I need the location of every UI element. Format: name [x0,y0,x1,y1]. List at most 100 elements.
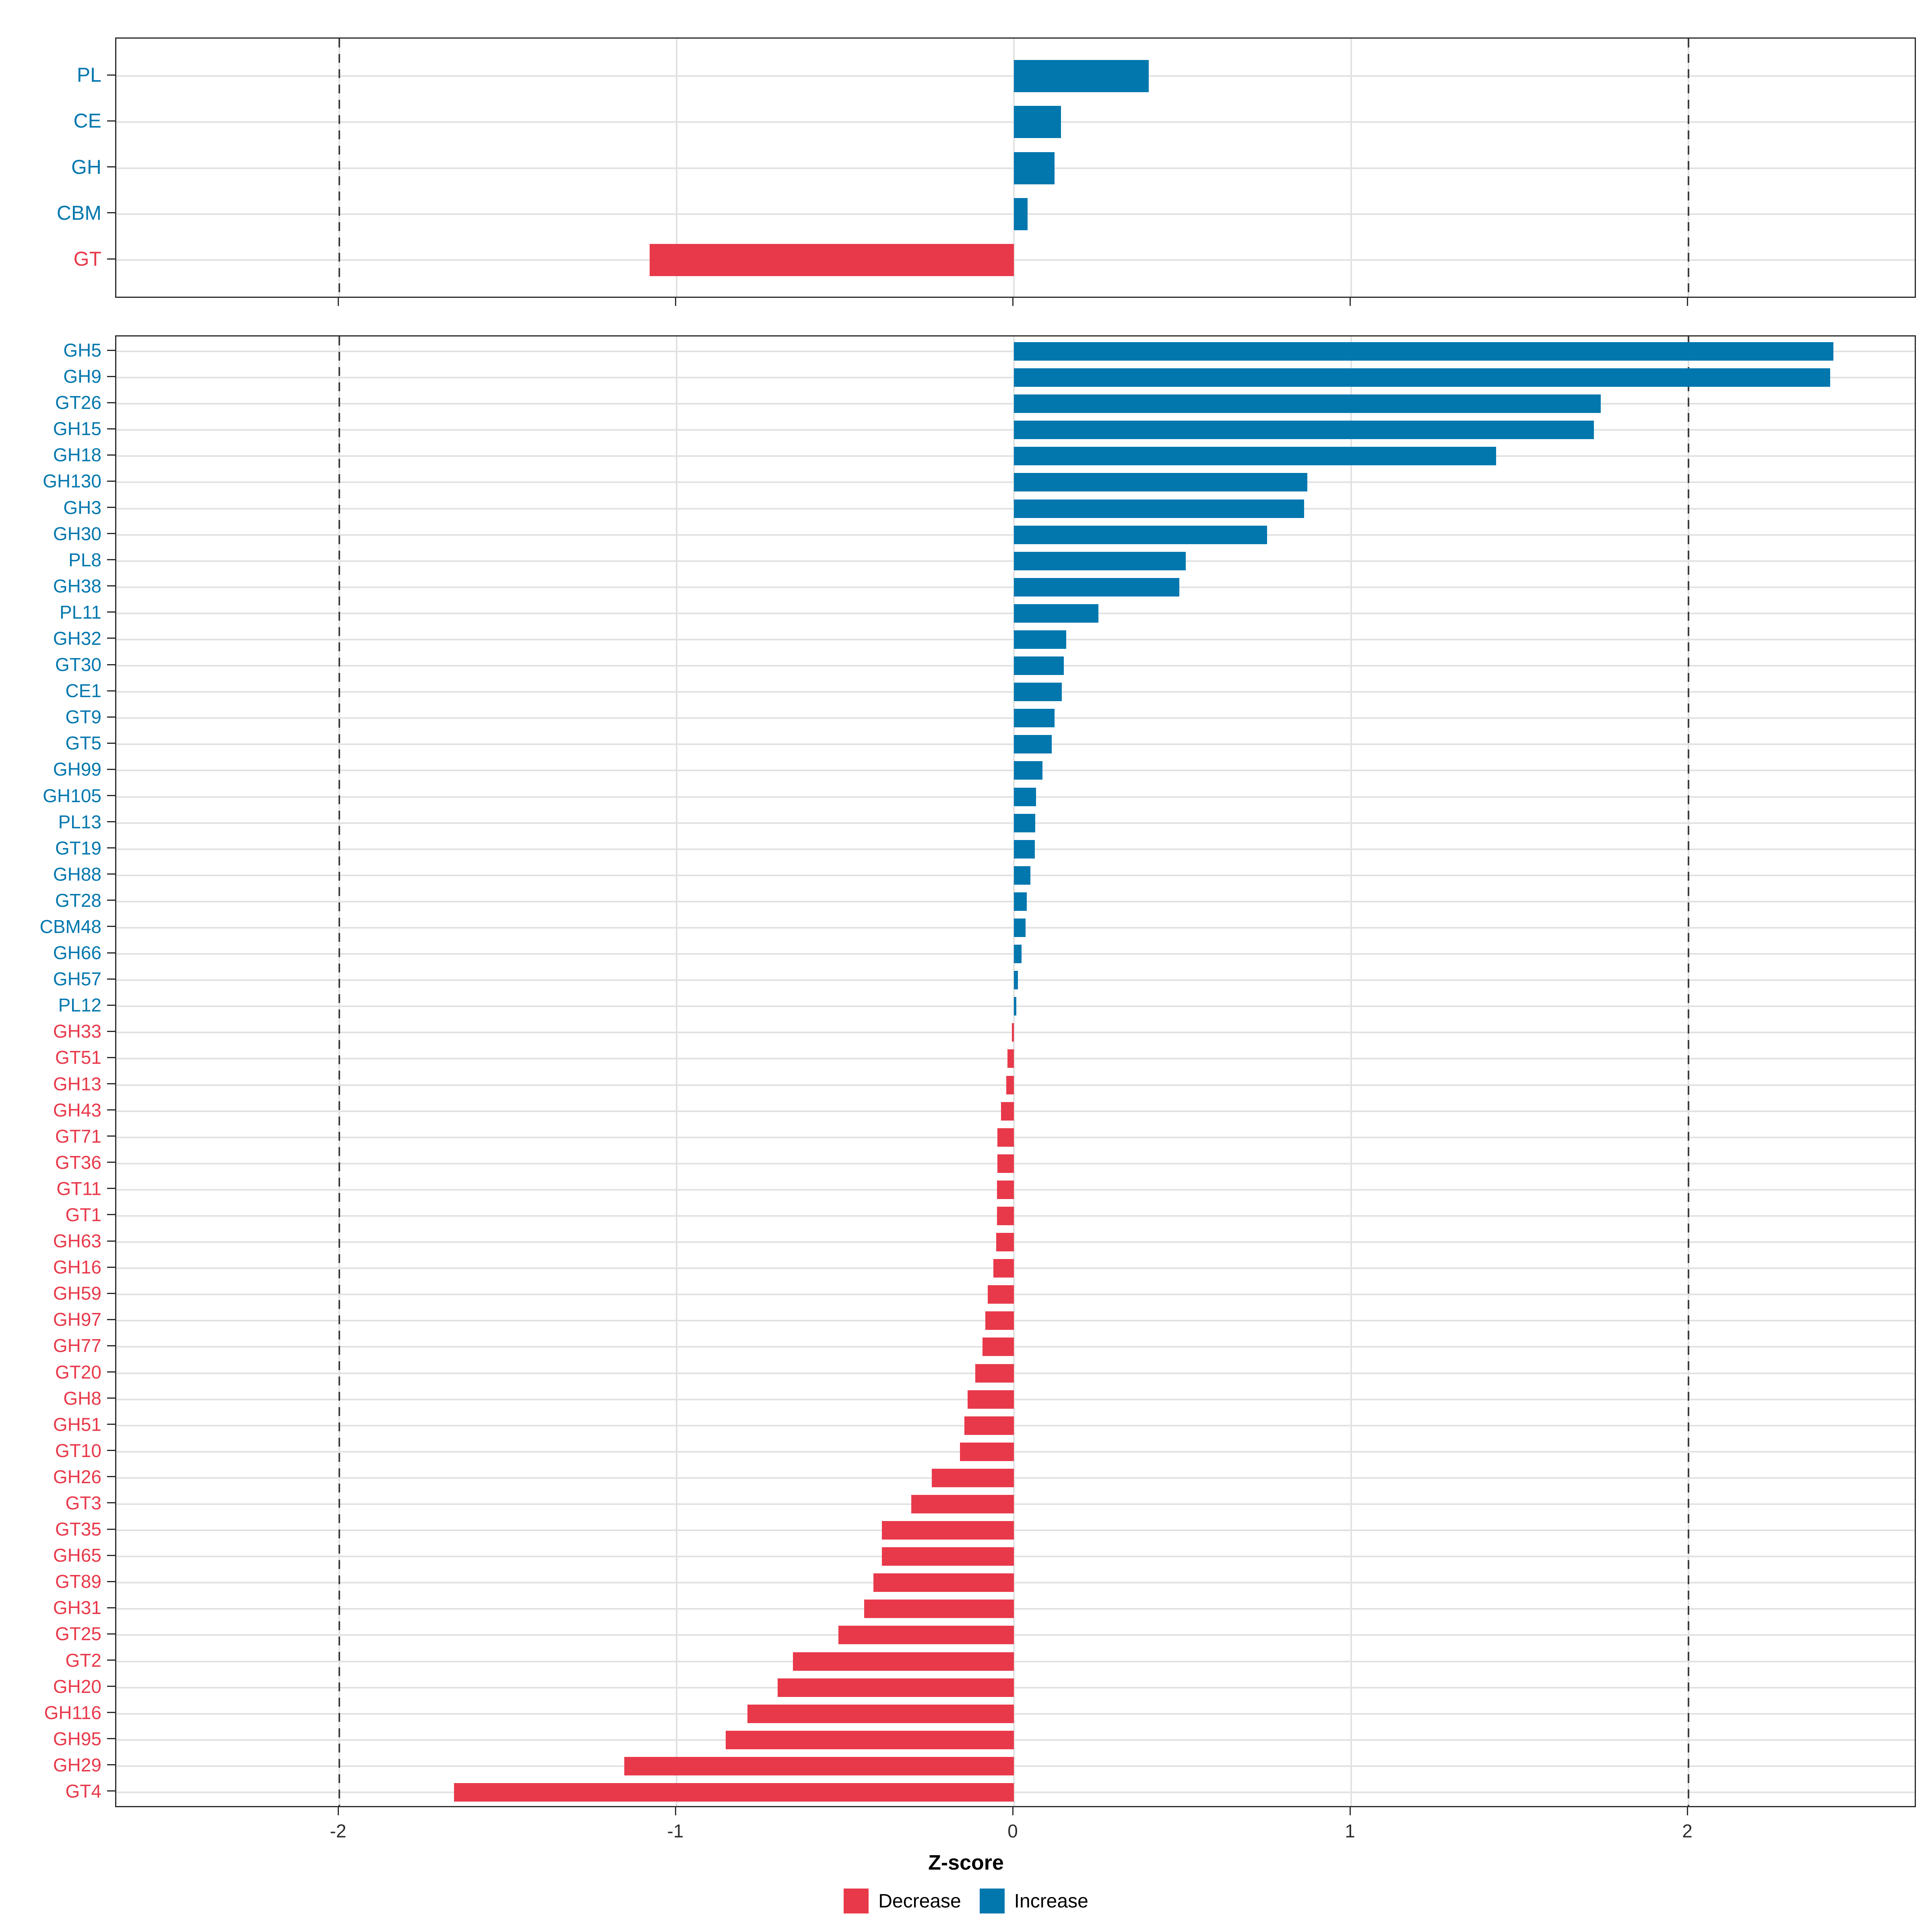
y-tick-label-GT11: GT11 [56,1178,101,1199]
y-gridline [116,1530,1915,1532]
y-tick-label-GH: GH [71,155,101,178]
y-tick-label-GH99: GH99 [53,759,101,780]
legend-item-decrease: Decrease [844,1889,961,1913]
legend-label: Increase [1014,1890,1088,1912]
bar-GH97 [985,1311,1014,1330]
y-tick-mark [107,1030,115,1032]
x-gridline [1350,336,1352,1806]
y-tick-mark [107,1345,115,1346]
legend-item-increase: Increase [979,1889,1088,1913]
x-gridline [676,336,677,1806]
legend-label: Decrease [878,1890,961,1912]
y-gridline [116,1765,1915,1767]
bar-GT71 [997,1128,1014,1147]
bar-GH26 [932,1468,1014,1487]
bar-GT25 [838,1626,1014,1645]
y-gridline [116,1477,1915,1479]
legend-color-chip [844,1889,869,1913]
bar-GH99 [1014,761,1043,780]
y-tick-label-GH97: GH97 [53,1309,101,1330]
x-tick-mark [1012,1807,1013,1815]
y-tick-label-CE: CE [73,109,101,132]
y-tick-mark [107,638,115,639]
bar-GH31 [864,1600,1014,1618]
bar-CE1 [1014,683,1062,702]
y-tick-label-GH95: GH95 [53,1728,101,1749]
bar-CE [1014,106,1061,138]
y-tick-mark [107,690,115,691]
bar-GH5 [1014,342,1834,361]
y-gridline [116,1582,1915,1584]
y-tick-label-CBM48: CBM48 [39,916,101,937]
y-gridline [116,1503,1915,1505]
y-tick-mark [107,1214,115,1216]
x-tick-mark [1686,1807,1688,1815]
y-tick-label-GT: GT [73,248,101,270]
bar-GH15 [1014,421,1594,440]
bar-GT26 [1014,394,1601,413]
bar-GH8 [968,1390,1014,1409]
y-gridline [116,1451,1915,1453]
y-tick-label-GT1: GT1 [65,1204,101,1225]
y-tick-mark [107,1397,115,1399]
bar-GH51 [964,1416,1014,1435]
y-tick-label-GH20: GH20 [53,1676,101,1697]
bar-GT35 [881,1521,1014,1540]
x-tick-mark [1349,298,1351,306]
y-tick-label-GT25: GT25 [55,1623,101,1645]
y-tick-label-GH8: GH8 [63,1387,101,1409]
y-tick-label-PL: PL [76,64,101,86]
y-gridline [116,1372,1915,1374]
x-tick-mark [1012,298,1013,306]
y-tick-mark [107,900,115,901]
y-tick-mark [107,1528,115,1530]
legend: Decrease Increase [0,1889,1932,1913]
y-tick-mark [107,559,115,561]
y-tick-mark [107,1686,115,1687]
y-tick-mark [107,768,115,770]
y-gridline [116,259,1915,261]
bar-GT4 [454,1783,1014,1802]
y-gridline [116,1267,1915,1269]
y-tick-mark [107,1607,115,1608]
bar-GH20 [778,1678,1014,1697]
x-tick-mark [337,1807,339,1815]
y-tick-mark [107,1240,115,1242]
bar-PL [1014,60,1149,92]
bar-PL11 [1014,604,1098,623]
bar-GH9 [1014,368,1830,387]
y-gridline [116,1032,1915,1034]
bar-GH [1014,152,1055,184]
y-tick-label-CBM: CBM [56,201,101,224]
y-tick-mark [107,1790,115,1792]
y-tick-mark [107,1764,115,1766]
bar-GH116 [747,1704,1014,1723]
y-gridline [116,1058,1915,1060]
y-tick-label-GH32: GH32 [53,627,101,649]
y-tick-mark [107,952,115,954]
y-tick-mark [107,349,115,351]
legend-color-chip [979,1889,1005,1913]
y-tick-label-GH65: GH65 [53,1545,101,1566]
bar-GH13 [1006,1075,1014,1094]
y-tick-label-GH9: GH9 [63,366,101,387]
y-tick-label-GH33: GH33 [53,1021,101,1042]
y-gridline [116,1686,1915,1688]
y-tick-mark [107,428,115,429]
y-tick-mark [107,120,115,122]
bar-GT2 [793,1652,1014,1671]
y-tick-mark [107,716,115,718]
y-tick-label-GT20: GT20 [55,1361,101,1383]
y-tick-label-GH26: GH26 [53,1466,101,1487]
y-tick-label-GT89: GT89 [55,1571,101,1592]
bar-GT19 [1014,840,1035,859]
y-gridline [116,1660,1915,1662]
panel-family-level [115,335,1916,1807]
y-tick-mark [107,742,115,744]
y-gridline [116,1634,1915,1636]
y-tick-mark [107,978,115,980]
y-tick-mark [107,1424,115,1425]
bar-GH66 [1014,945,1022,964]
y-tick-label-GH13: GH13 [53,1073,101,1094]
